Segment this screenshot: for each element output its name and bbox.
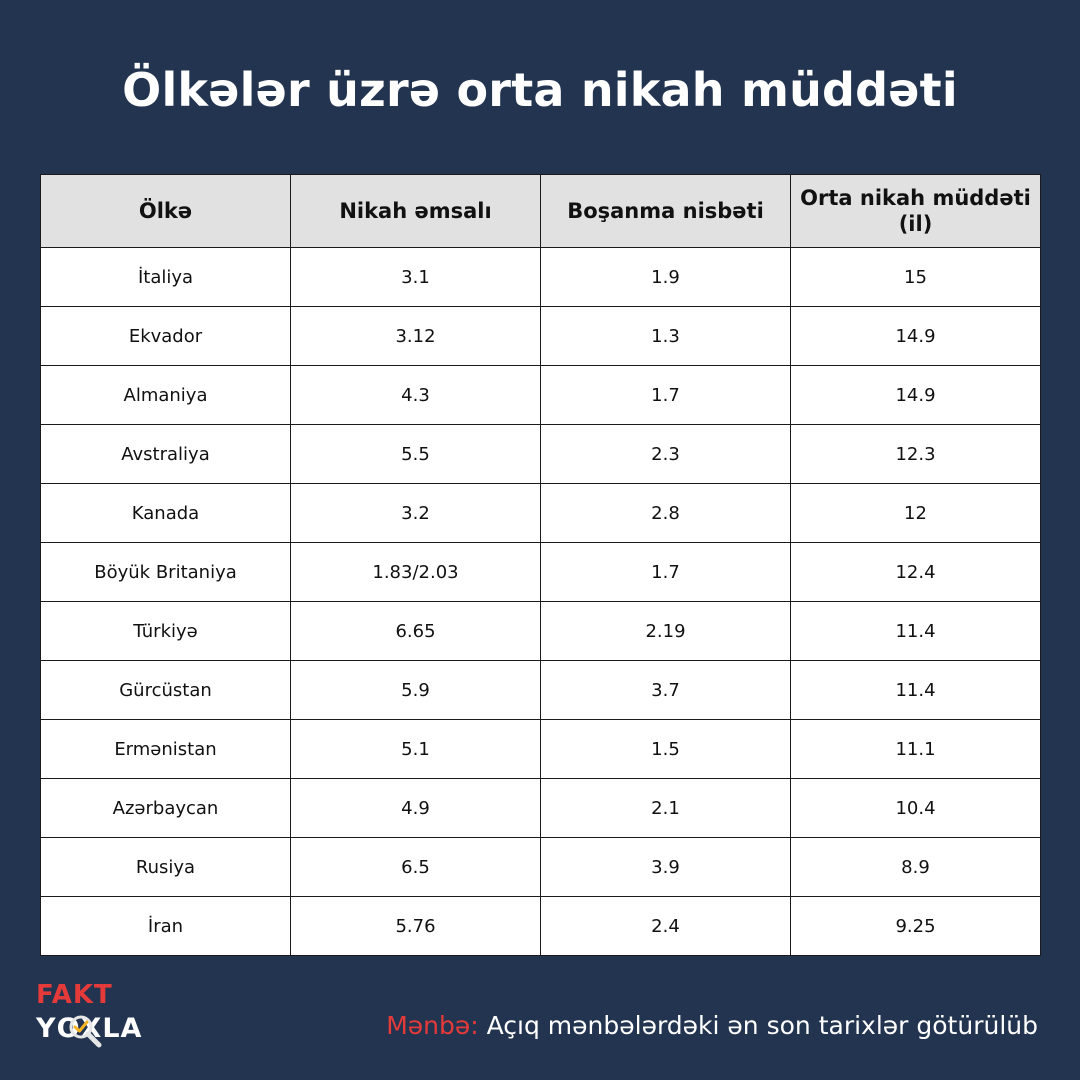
column-header-marriage-rate: Nikah əmsalı	[290, 174, 541, 248]
cell-marriage-rate: 4.9	[290, 778, 541, 838]
column-header-avg-duration: Orta nikah müddəti (il)	[790, 174, 1041, 248]
table-row: Almaniya 4.3 1.7 14.9	[40, 365, 1041, 425]
cell-avg-duration: 15	[790, 247, 1041, 307]
cell-marriage-rate: 6.5	[290, 837, 541, 897]
cell-divorce-rate: 2.8	[540, 483, 791, 543]
cell-country: Almaniya	[40, 365, 291, 425]
table-row: Kanada 3.2 2.8 12	[40, 483, 1041, 543]
cell-divorce-rate: 1.7	[540, 365, 791, 425]
table-row: Azərbaycan 4.9 2.1 10.4	[40, 778, 1041, 838]
table-body: İtaliya 3.1 1.9 15 Ekvador 3.12 1.3 14.9 Almaniy…	[40, 247, 1041, 956]
source-text: Açıq mənbələrdəki ən son tarixlər götürü…	[478, 1011, 1038, 1040]
column-header-divorce-rate: Boşanma nisbəti	[540, 174, 791, 248]
cell-marriage-rate: 3.2	[290, 483, 541, 543]
cell-marriage-rate: 3.12	[290, 306, 541, 366]
cell-country: Rusiya	[40, 837, 291, 897]
cell-avg-duration: 12.4	[790, 542, 1041, 602]
logo-yoxla-y: Y	[36, 1013, 57, 1044]
cell-marriage-rate: 4.3	[290, 365, 541, 425]
table-row: Ekvador 3.12 1.3 14.9	[40, 306, 1041, 366]
table-row: Türkiyə 6.65 2.19 11.4	[40, 601, 1041, 661]
cell-avg-duration: 12	[790, 483, 1041, 543]
page-title: Ölkələr üzrə orta nikah müddəti	[122, 63, 958, 117]
cell-country: Ekvador	[40, 306, 291, 366]
cell-divorce-rate: 2.19	[540, 601, 791, 661]
cell-country: İran	[40, 896, 291, 956]
cell-divorce-rate: 3.9	[540, 837, 791, 897]
cell-avg-duration: 14.9	[790, 365, 1041, 425]
cell-avg-duration: 11.4	[790, 660, 1041, 720]
cell-marriage-rate: 5.5	[290, 424, 541, 484]
cell-divorce-rate: 1.3	[540, 306, 791, 366]
cell-country: Kanada	[40, 483, 291, 543]
cell-marriage-rate: 5.1	[290, 719, 541, 779]
cell-divorce-rate: 2.3	[540, 424, 791, 484]
cell-divorce-rate: 2.1	[540, 778, 791, 838]
cell-country: İtaliya	[40, 247, 291, 307]
cell-country: Azərbaycan	[40, 778, 291, 838]
cell-marriage-rate: 5.9	[290, 660, 541, 720]
fakt-yoxla-logo: FAKT YOXLA	[36, 980, 176, 1060]
cell-avg-duration: 12.3	[790, 424, 1041, 484]
cell-avg-duration: 10.4	[790, 778, 1041, 838]
table-row: Ermənistan 5.1 1.5 11.1	[40, 719, 1041, 779]
table-row: Böyük Britaniya 1.83/2.03 1.7 12.4	[40, 542, 1041, 602]
cell-marriage-rate: 1.83/2.03	[290, 542, 541, 602]
cell-country: Ermənistan	[40, 719, 291, 779]
table-row: Rusiya 6.5 3.9 8.9	[40, 837, 1041, 897]
table-header-row: Ölkə Nikah əmsalı Boşanma nisbəti Orta n…	[40, 174, 1041, 248]
cell-avg-duration: 8.9	[790, 837, 1041, 897]
cell-avg-duration: 11.4	[790, 601, 1041, 661]
cell-country: Gürcüstan	[40, 660, 291, 720]
cell-avg-duration: 11.1	[790, 719, 1041, 779]
cell-country: Böyük Britaniya	[40, 542, 291, 602]
cell-marriage-rate: 3.1	[290, 247, 541, 307]
source-label: Mənbə:	[386, 1011, 479, 1040]
table-row: Avstraliya 5.5 2.3 12.3	[40, 424, 1041, 484]
magnifier-check-icon	[69, 1015, 102, 1048]
column-header-country: Ölkə	[40, 174, 291, 248]
cell-divorce-rate: 1.9	[540, 247, 791, 307]
cell-divorce-rate: 2.4	[540, 896, 791, 956]
cell-marriage-rate: 5.76	[290, 896, 541, 956]
table-row: İtaliya 3.1 1.9 15	[40, 247, 1041, 307]
cell-avg-duration: 9.25	[790, 896, 1041, 956]
cell-marriage-rate: 6.65	[290, 601, 541, 661]
cell-divorce-rate: 1.5	[540, 719, 791, 779]
data-table: Ölkə Nikah əmsalı Boşanma nisbəti Orta n…	[40, 174, 1041, 956]
table-row: Gürcüstan 5.9 3.7 11.4	[40, 660, 1041, 720]
cell-avg-duration: 14.9	[790, 306, 1041, 366]
cell-divorce-rate: 3.7	[540, 660, 791, 720]
cell-country: Türkiyə	[40, 601, 291, 661]
source-note: Mənbə: Açıq mənbələrdəki ən son tarixlər…	[386, 1008, 1038, 1044]
cell-divorce-rate: 1.7	[540, 542, 791, 602]
cell-country: Avstraliya	[40, 424, 291, 484]
logo-fakt-text: FAKT	[36, 980, 113, 1010]
table-row: İran 5.76 2.4 9.25	[40, 896, 1041, 956]
